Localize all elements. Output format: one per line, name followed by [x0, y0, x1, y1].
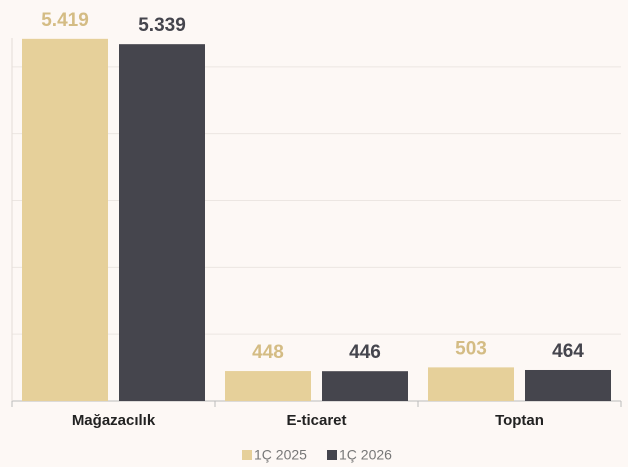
legend-label: 1Ç 2026 — [339, 447, 392, 463]
legend-label: 1Ç 2025 — [254, 447, 307, 463]
legend-swatch — [242, 450, 252, 460]
bar — [428, 367, 514, 401]
value-label: 503 — [455, 338, 487, 359]
bar — [525, 369, 611, 401]
bar — [22, 38, 108, 401]
legend-swatch — [327, 450, 337, 460]
bar — [119, 44, 205, 402]
x-tick-label: Mağazacılık — [72, 412, 156, 429]
value-label: 5.339 — [138, 15, 186, 36]
x-tick-label: E-ticaret — [286, 412, 346, 429]
x-tick-label: Toptan — [495, 412, 544, 429]
value-label: 448 — [252, 342, 284, 363]
bar — [225, 371, 311, 401]
value-label: 5.419 — [41, 10, 89, 31]
value-label: 464 — [552, 341, 584, 362]
bar — [322, 371, 408, 401]
value-label: 446 — [349, 342, 381, 363]
